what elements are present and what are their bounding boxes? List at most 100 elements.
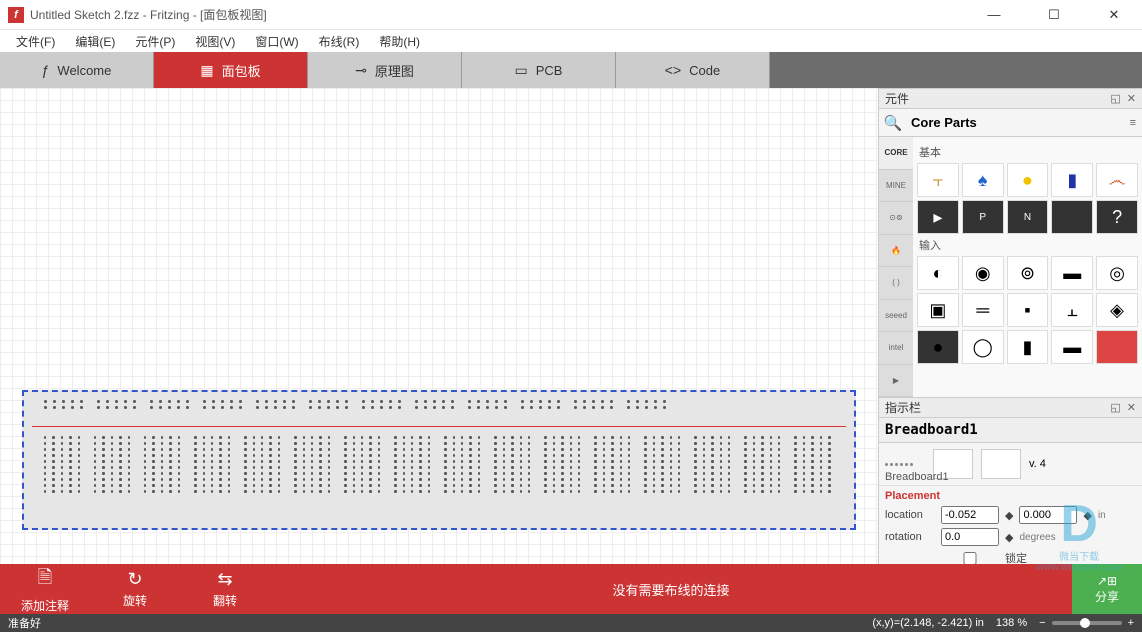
part-diode[interactable]: ▸ bbox=[917, 200, 959, 234]
panel-undock-icon[interactable]: ◱ bbox=[1110, 401, 1120, 414]
tab-welcome[interactable]: ƒWelcome bbox=[0, 52, 154, 88]
zoom-out-button[interactable]: − bbox=[1039, 617, 1045, 629]
bins-sidebar: CORE MINE ⊙⊚ 🔥 ( ) seeed intel ▶ bbox=[879, 137, 913, 397]
inspector-version: v. 4 bbox=[1029, 458, 1046, 470]
rotation-label: rotation bbox=[885, 531, 935, 543]
maximize-button[interactable]: ☐ bbox=[1034, 7, 1074, 23]
location-x-input[interactable] bbox=[941, 506, 999, 524]
breadboard-component[interactable] bbox=[22, 390, 856, 530]
menu-routing[interactable]: 布线(R) bbox=[309, 33, 370, 50]
pcb-icon: ▭ bbox=[515, 62, 528, 79]
part-mic[interactable]: ◯ bbox=[962, 330, 1004, 364]
part-resistor[interactable]: ⫟ bbox=[917, 163, 959, 197]
menu-bar: 文件(F) 编辑(E) 元件(P) 视图(V) 窗口(W) 布线(R) 帮助(H… bbox=[0, 30, 1142, 52]
lock-checkbox[interactable] bbox=[941, 552, 999, 565]
part-switch[interactable]: ◐ bbox=[917, 256, 959, 290]
close-button[interactable]: ✕ bbox=[1094, 7, 1134, 23]
tab-schematic[interactable]: ⊸原理图 bbox=[308, 52, 462, 88]
parts-bins: CORE MINE ⊙⊚ 🔥 ( ) seeed intel ▶ 基本 ⫟ ♠ … bbox=[879, 137, 1142, 397]
part-cap-electrolytic[interactable]: ▮ bbox=[1051, 163, 1093, 197]
bin-tab-parallax[interactable]: ( ) bbox=[879, 267, 913, 300]
tab-schematic-label: 原理图 bbox=[375, 61, 414, 80]
right-sidebar: 元件 ◱ ✕ 🔍 Core Parts ≡ CORE MINE ⊙⊚ 🔥 ( ) … bbox=[878, 88, 1142, 564]
menu-help[interactable]: 帮助(H) bbox=[369, 33, 430, 50]
parts-grid: 基本 ⫟ ♠ ● ▮ ෴ ▸ P N ? 输入 bbox=[913, 137, 1142, 397]
status-coords: (x,y)=(2.148, -2.421) in bbox=[872, 617, 984, 629]
parts-menu-icon[interactable]: ≡ bbox=[1130, 117, 1142, 129]
panel-close-icon[interactable]: ✕ bbox=[1127, 92, 1136, 105]
share-icon: ↗⊞ bbox=[1097, 574, 1117, 588]
part-cap-tantalum[interactable]: ● bbox=[1007, 163, 1049, 197]
part-pir[interactable]: ▬ bbox=[1051, 330, 1093, 364]
part-tactile[interactable]: ▪ bbox=[1007, 293, 1049, 327]
rotation-input[interactable] bbox=[941, 528, 999, 546]
panel-close-icon[interactable]: ✕ bbox=[1127, 401, 1136, 414]
location-label: location bbox=[885, 509, 935, 521]
bin-tab-core[interactable]: CORE bbox=[879, 137, 913, 170]
part-transistor-p[interactable]: P bbox=[962, 200, 1004, 234]
tab-breadboard[interactable]: ▦面包板 bbox=[154, 52, 308, 88]
bin-tab-more[interactable]: ▶ bbox=[879, 365, 913, 398]
main-area: 元件 ◱ ✕ 🔍 Core Parts ≡ CORE MINE ⊙⊚ 🔥 ( ) … bbox=[0, 88, 1142, 564]
title-bar: f Untitled Sketch 2.fzz - Fritzing - [面包… bbox=[0, 0, 1142, 30]
part-slider[interactable]: ═ bbox=[962, 293, 1004, 327]
part-temp[interactable]: ▮ bbox=[1007, 330, 1049, 364]
tab-code[interactable]: <>Code bbox=[616, 52, 770, 88]
part-photocell[interactable]: ◈ bbox=[1096, 293, 1138, 327]
bin-tab-sparkfun[interactable]: 🔥 bbox=[879, 235, 913, 268]
bin-tab-mine[interactable]: MINE bbox=[879, 170, 913, 203]
code-icon: <> bbox=[665, 62, 681, 78]
flip-button[interactable]: ⇆翻转 bbox=[180, 569, 270, 609]
lock-label: 锁定 bbox=[1005, 550, 1027, 564]
bin-tab-intel[interactable]: intel bbox=[879, 332, 913, 365]
panel-undock-icon[interactable]: ◱ bbox=[1110, 92, 1120, 105]
part-pot[interactable]: ◉ bbox=[962, 256, 1004, 290]
tab-pcb[interactable]: ▭PCB bbox=[462, 52, 616, 88]
rotate-button[interactable]: ↻旋转 bbox=[90, 569, 180, 609]
inspector-part-name[interactable]: Breadboard1 bbox=[879, 418, 1142, 443]
inspector-thumb-2 bbox=[981, 449, 1021, 479]
rotation-unit: degrees bbox=[1019, 532, 1055, 543]
canvas[interactable] bbox=[0, 88, 878, 564]
spinner-icon[interactable]: ◆ bbox=[1083, 509, 1091, 522]
part-cap-ceramic[interactable]: ♠ bbox=[962, 163, 1004, 197]
bin-tab-arduino[interactable]: ⊙⊚ bbox=[879, 202, 913, 235]
menu-window[interactable]: 窗口(W) bbox=[245, 33, 308, 50]
parts-panel: 元件 ◱ ✕ 🔍 Core Parts ≡ CORE MINE ⊙⊚ 🔥 ( ) … bbox=[879, 88, 1142, 397]
location-y-input[interactable] bbox=[1019, 506, 1077, 524]
part-accel[interactable] bbox=[1096, 330, 1138, 364]
status-zoom: 138 % bbox=[996, 617, 1027, 629]
note-icon: 🗎 bbox=[38, 565, 52, 595]
parts-panel-title-text: 元件 bbox=[885, 90, 909, 107]
breadboard-icon: ▦ bbox=[200, 62, 213, 79]
spinner-icon[interactable]: ◆ bbox=[1005, 531, 1013, 544]
menu-file[interactable]: 文件(F) bbox=[6, 33, 65, 50]
parts-search-bar: 🔍 Core Parts ≡ bbox=[879, 109, 1142, 137]
routing-status: 没有需要布线的连接 bbox=[270, 580, 1072, 599]
spinner-icon[interactable]: ◆ bbox=[1005, 509, 1013, 522]
menu-view[interactable]: 视图(V) bbox=[185, 33, 245, 50]
part-ic[interactable] bbox=[1051, 200, 1093, 234]
zoom-in-button[interactable]: + bbox=[1128, 617, 1134, 629]
part-stepper[interactable]: ▣ bbox=[917, 293, 959, 327]
menu-edit[interactable]: 编辑(E) bbox=[65, 33, 125, 50]
zoom-slider[interactable] bbox=[1052, 621, 1122, 625]
bin-tab-seeed[interactable]: seeed bbox=[879, 300, 913, 333]
part-fsr[interactable]: ● bbox=[917, 330, 959, 364]
status-bar: 准备好 (x,y)=(2.148, -2.421) in 138 % − + bbox=[0, 614, 1142, 632]
part-inductor[interactable]: ෴ bbox=[1096, 163, 1138, 197]
parts-bin-name: Core Parts bbox=[907, 115, 1130, 130]
part-connector[interactable]: ▬ bbox=[1051, 256, 1093, 290]
part-encoder[interactable]: ◎ bbox=[1096, 256, 1138, 290]
part-tilt[interactable]: ⫠ bbox=[1051, 293, 1093, 327]
part-transistor-n[interactable]: N bbox=[1007, 200, 1049, 234]
share-button[interactable]: ↗⊞分享 bbox=[1072, 564, 1142, 614]
inspector-placement: Placement location ◆ ◆ in rotation ◆ deg… bbox=[879, 486, 1142, 564]
search-icon[interactable]: 🔍 bbox=[879, 114, 907, 132]
part-mystery[interactable]: ? bbox=[1096, 200, 1138, 234]
add-note-button[interactable]: 🗎添加注释 bbox=[0, 565, 90, 614]
menu-part[interactable]: 元件(P) bbox=[125, 33, 185, 50]
footer-toolbar: 🗎添加注释 ↻旋转 ⇆翻转 没有需要布线的连接 ↗⊞分享 bbox=[0, 564, 1142, 614]
part-button[interactable]: ⊚ bbox=[1007, 256, 1049, 290]
minimize-button[interactable]: — bbox=[974, 7, 1014, 23]
